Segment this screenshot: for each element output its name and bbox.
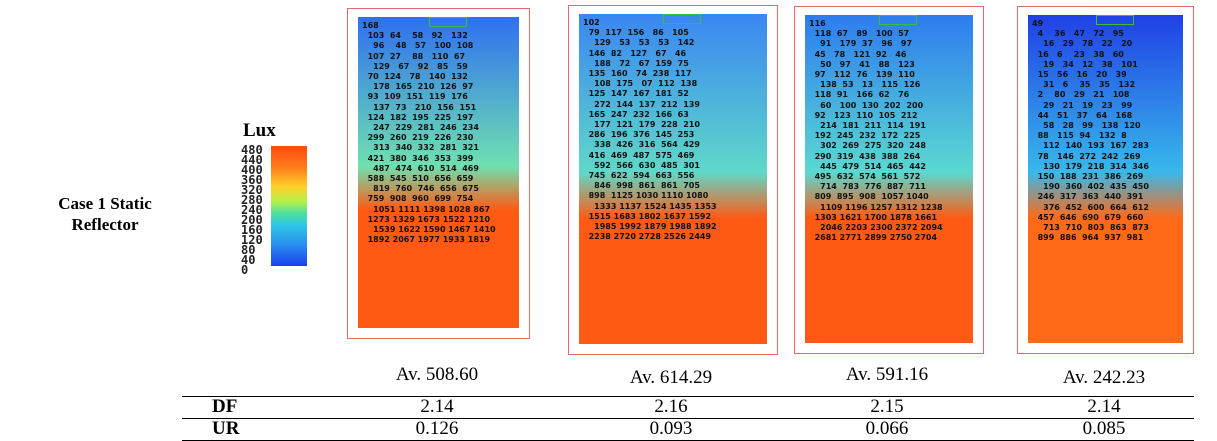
illuminance-panel: 116 118 67 89 100 57 91 179 37 96 97 45 … (794, 6, 984, 354)
legend-tick: 120 (241, 235, 263, 245)
illuminance-panel: 102 79 117 156 86 105 129 53 53 53 142 1… (568, 5, 778, 355)
illuminance-map: 116 118 67 89 100 57 91 179 37 96 97 45 … (805, 15, 973, 343)
illuminance-panel: 49 4 36 47 72 95 16 29 78 22 20 16 6 23 … (1017, 6, 1194, 354)
legend-tick: 160 (241, 225, 263, 235)
case-label: Case 1 Static Reflector (30, 193, 180, 235)
lux-values: 116 118 67 89 100 57 91 179 37 96 97 45 … (809, 19, 943, 243)
legend-tick: 400 (241, 165, 263, 175)
lux-values: 168 103 64 58 92 132 96 48 57 100 108 10… (362, 21, 496, 245)
illuminance-map: 168 103 64 58 92 132 96 48 57 100 108 10… (358, 17, 519, 328)
table-rule-top (182, 396, 1194, 397)
legend-tick-top: 480 (241, 145, 263, 155)
illuminance-map: 102 79 117 156 86 105 129 53 53 53 142 1… (579, 14, 767, 344)
window-outline (663, 14, 701, 24)
legend-tick: 40 (241, 255, 256, 265)
window-outline (428, 17, 467, 27)
window-outline (1095, 15, 1134, 25)
table-cell: 2.15 (870, 396, 904, 417)
panel-average: Av. 242.23 (1062, 367, 1146, 388)
illuminance-map: 49 4 36 47 72 95 16 29 78 22 20 16 6 23 … (1028, 15, 1183, 343)
legend-tick: 280 (241, 195, 263, 205)
table-cell: 0.066 (865, 418, 909, 439)
legend-title: Lux (243, 120, 276, 141)
legend-tick: 440 (241, 155, 263, 165)
window-outline (879, 15, 917, 25)
panel-average: Av. 508.60 (395, 364, 479, 385)
legend-ticks: 480 440 400 360 320 280 240 200 160 120 … (241, 145, 271, 275)
case-label-line-1: Case 1 Static (58, 194, 152, 213)
row-header-ur: UR (212, 418, 240, 439)
lux-values: 49 4 36 47 72 95 16 29 78 22 20 16 6 23 … (1032, 19, 1149, 243)
legend-tick: 320 (241, 185, 263, 195)
illuminance-panel: 168 103 64 58 92 132 96 48 57 100 108 10… (347, 8, 530, 339)
legend-tick: 360 (241, 175, 263, 185)
row-header-df: DF (212, 396, 238, 417)
legend-tick: 0 (241, 265, 249, 275)
table-cell: 0.126 (415, 418, 459, 439)
panel-average: Av. 614.29 (629, 367, 713, 388)
table-cell: 2.16 (654, 396, 688, 417)
legend-tick: 80 (241, 245, 256, 255)
legend-tick: 240 (241, 205, 263, 215)
case-label-line-2: Reflector (71, 215, 139, 234)
legend-tick: 200 (241, 215, 263, 225)
table-cell: 2.14 (1087, 396, 1121, 417)
panel-average: Av. 591.16 (845, 364, 929, 385)
table-cell: 0.093 (649, 418, 693, 439)
table-cell: 0.085 (1082, 418, 1126, 439)
legend-color-bar (271, 146, 307, 266)
lux-values: 102 79 117 156 86 105 129 53 53 53 142 1… (583, 18, 717, 242)
table-rule-middle (182, 418, 1194, 419)
table-cell: 2.14 (420, 396, 454, 417)
